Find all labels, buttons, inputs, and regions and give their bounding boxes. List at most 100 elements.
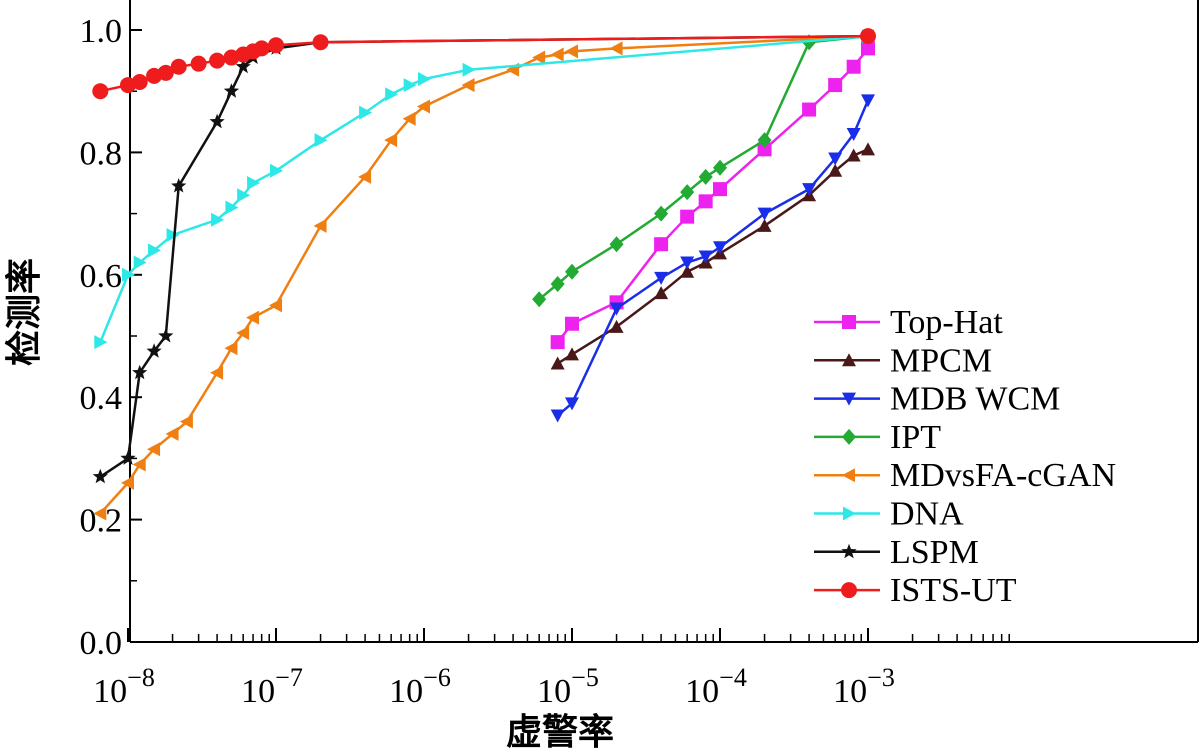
data-point-top-hat — [565, 316, 579, 331]
data-point-ists-ut — [209, 52, 226, 69]
legend-item-mdvsfa-cgan: MDvsFA-cGAN — [814, 457, 1116, 494]
data-point-ists-ut — [253, 40, 270, 57]
data-point-top-hat — [713, 182, 727, 197]
data-point-mpcm — [550, 356, 565, 370]
y-tick-label: 0.0 — [80, 625, 123, 662]
data-point-mdb-wcm — [698, 250, 713, 264]
data-point-ipt — [698, 168, 713, 185]
y-tick-label: 0.6 — [80, 258, 123, 295]
data-point-top-hat — [698, 194, 713, 209]
legend-marker-dna — [843, 506, 856, 521]
legend-label-dna: DNA — [890, 496, 964, 533]
legend-marker-ists-ut — [841, 582, 857, 599]
data-point-mdvsfa-cgan — [165, 426, 179, 441]
series-mdb-wcm — [550, 94, 875, 423]
data-point-mdvsfa-cgan — [246, 310, 260, 325]
legend-marker-mdvsfa-cgan — [842, 468, 855, 483]
y-tick-label: 1.0 — [80, 13, 123, 50]
legend-marker-mpcm — [842, 353, 856, 367]
series-ists-ut — [92, 28, 876, 100]
data-point-mdb-wcm — [861, 94, 875, 108]
legend-label-top-hat: Top-Hat — [890, 304, 1003, 341]
series-top-hat — [550, 41, 875, 350]
data-point-mdb-wcm — [609, 302, 624, 316]
data-point-mpcm — [828, 163, 843, 177]
legend-item-mpcm: MPCM — [814, 342, 992, 379]
data-point-ists-ut — [92, 83, 109, 100]
data-point-top-hat — [802, 102, 817, 117]
data-point-ipt — [713, 159, 727, 176]
data-point-mpcm — [565, 347, 579, 361]
data-point-top-hat — [550, 335, 565, 350]
x-axis-title: 虚警率 — [506, 712, 614, 753]
legend-label-mpcm: MPCM — [890, 342, 992, 379]
data-point-mpcm — [757, 218, 772, 232]
data-point-lspm — [209, 113, 225, 129]
y-tick-label: 0.2 — [80, 503, 123, 540]
data-point-ipt — [654, 205, 669, 222]
legend-marker-mdb-wcm — [842, 392, 856, 406]
axes: 0.0 0.2 0.4 0.6 0.8 1.0 10−8 10−7 10−6 10−5 10−4 10… — [80, 0, 1199, 710]
data-point-mdvsfa-cgan — [565, 44, 578, 59]
data-point-ipt — [550, 275, 565, 292]
data-point-mpcm — [680, 264, 695, 278]
data-point-mdb-wcm — [565, 397, 579, 411]
data-point-dna — [418, 71, 431, 86]
data-point-dna — [462, 62, 476, 77]
data-point-mdvsfa-cgan — [358, 169, 372, 184]
data-point-dna — [148, 243, 162, 258]
data-point-mdvsfa-cgan — [313, 218, 327, 233]
legend-item-lspm: LSPM — [814, 534, 979, 571]
data-point-lspm — [120, 450, 136, 465]
series-line-lspm — [99, 34, 869, 478]
data-point-ipt — [609, 236, 624, 253]
data-point-mdvsfa-cgan — [210, 365, 224, 380]
x-tick-label: 10−8 — [93, 663, 155, 710]
x-tick-label: 10−4 — [685, 663, 747, 710]
data-point-ists-ut — [170, 58, 187, 75]
data-point-lspm — [158, 328, 174, 343]
legend-marker-lspm — [841, 543, 857, 559]
data-point-lspm — [92, 468, 108, 484]
legend-item-mdb-wcm: MDB WCM — [814, 381, 1060, 418]
legend-marker-top-hat — [842, 315, 856, 329]
data-point-lspm — [171, 178, 187, 193]
legend-label-mdb-wcm: MDB WCM — [890, 381, 1060, 418]
series-mdvsfa-cgan — [93, 29, 874, 521]
series-lspm — [92, 28, 876, 484]
data-point-ipt — [757, 132, 772, 149]
data-point-mdb-wcm — [757, 207, 772, 221]
x-tick-label: 10−7 — [241, 663, 303, 710]
series-layer — [92, 28, 876, 521]
data-point-dna — [166, 228, 180, 243]
data-point-top-hat — [846, 59, 861, 74]
data-point-mdb-wcm — [828, 152, 843, 166]
data-point-ists-ut — [131, 74, 148, 91]
data-point-mdvsfa-cgan — [224, 341, 238, 356]
data-point-mdb-wcm — [680, 256, 695, 270]
data-point-lspm — [132, 364, 148, 380]
data-point-mpcm — [609, 319, 624, 333]
data-point-mdvsfa-cgan — [269, 298, 282, 313]
data-point-dna — [385, 87, 399, 102]
data-point-top-hat — [654, 237, 669, 252]
legend-item-dna: DNA — [814, 496, 964, 533]
data-point-mpcm — [861, 142, 875, 156]
data-point-mdvsfa-cgan — [461, 78, 475, 93]
data-point-top-hat — [680, 209, 695, 224]
legend-label-ipt: IPT — [890, 419, 941, 456]
data-point-mdb-wcm — [802, 183, 817, 197]
data-point-lspm — [235, 58, 251, 74]
data-point-mdvsfa-cgan — [609, 41, 623, 56]
data-point-mdb-wcm — [550, 409, 565, 423]
data-point-dna — [225, 200, 239, 215]
data-point-mdvsfa-cgan — [236, 325, 250, 340]
data-point-lspm — [223, 83, 240, 98]
data-point-dna — [270, 163, 283, 178]
y-tick-label: 0.8 — [80, 135, 123, 172]
data-point-dna — [237, 188, 251, 203]
legend-label-ists-ut: ISTS-UT — [890, 572, 1017, 609]
y-tick-label: 0.4 — [80, 380, 123, 417]
data-point-mdvsfa-cgan — [121, 475, 134, 490]
data-point-mdvsfa-cgan — [132, 457, 146, 472]
